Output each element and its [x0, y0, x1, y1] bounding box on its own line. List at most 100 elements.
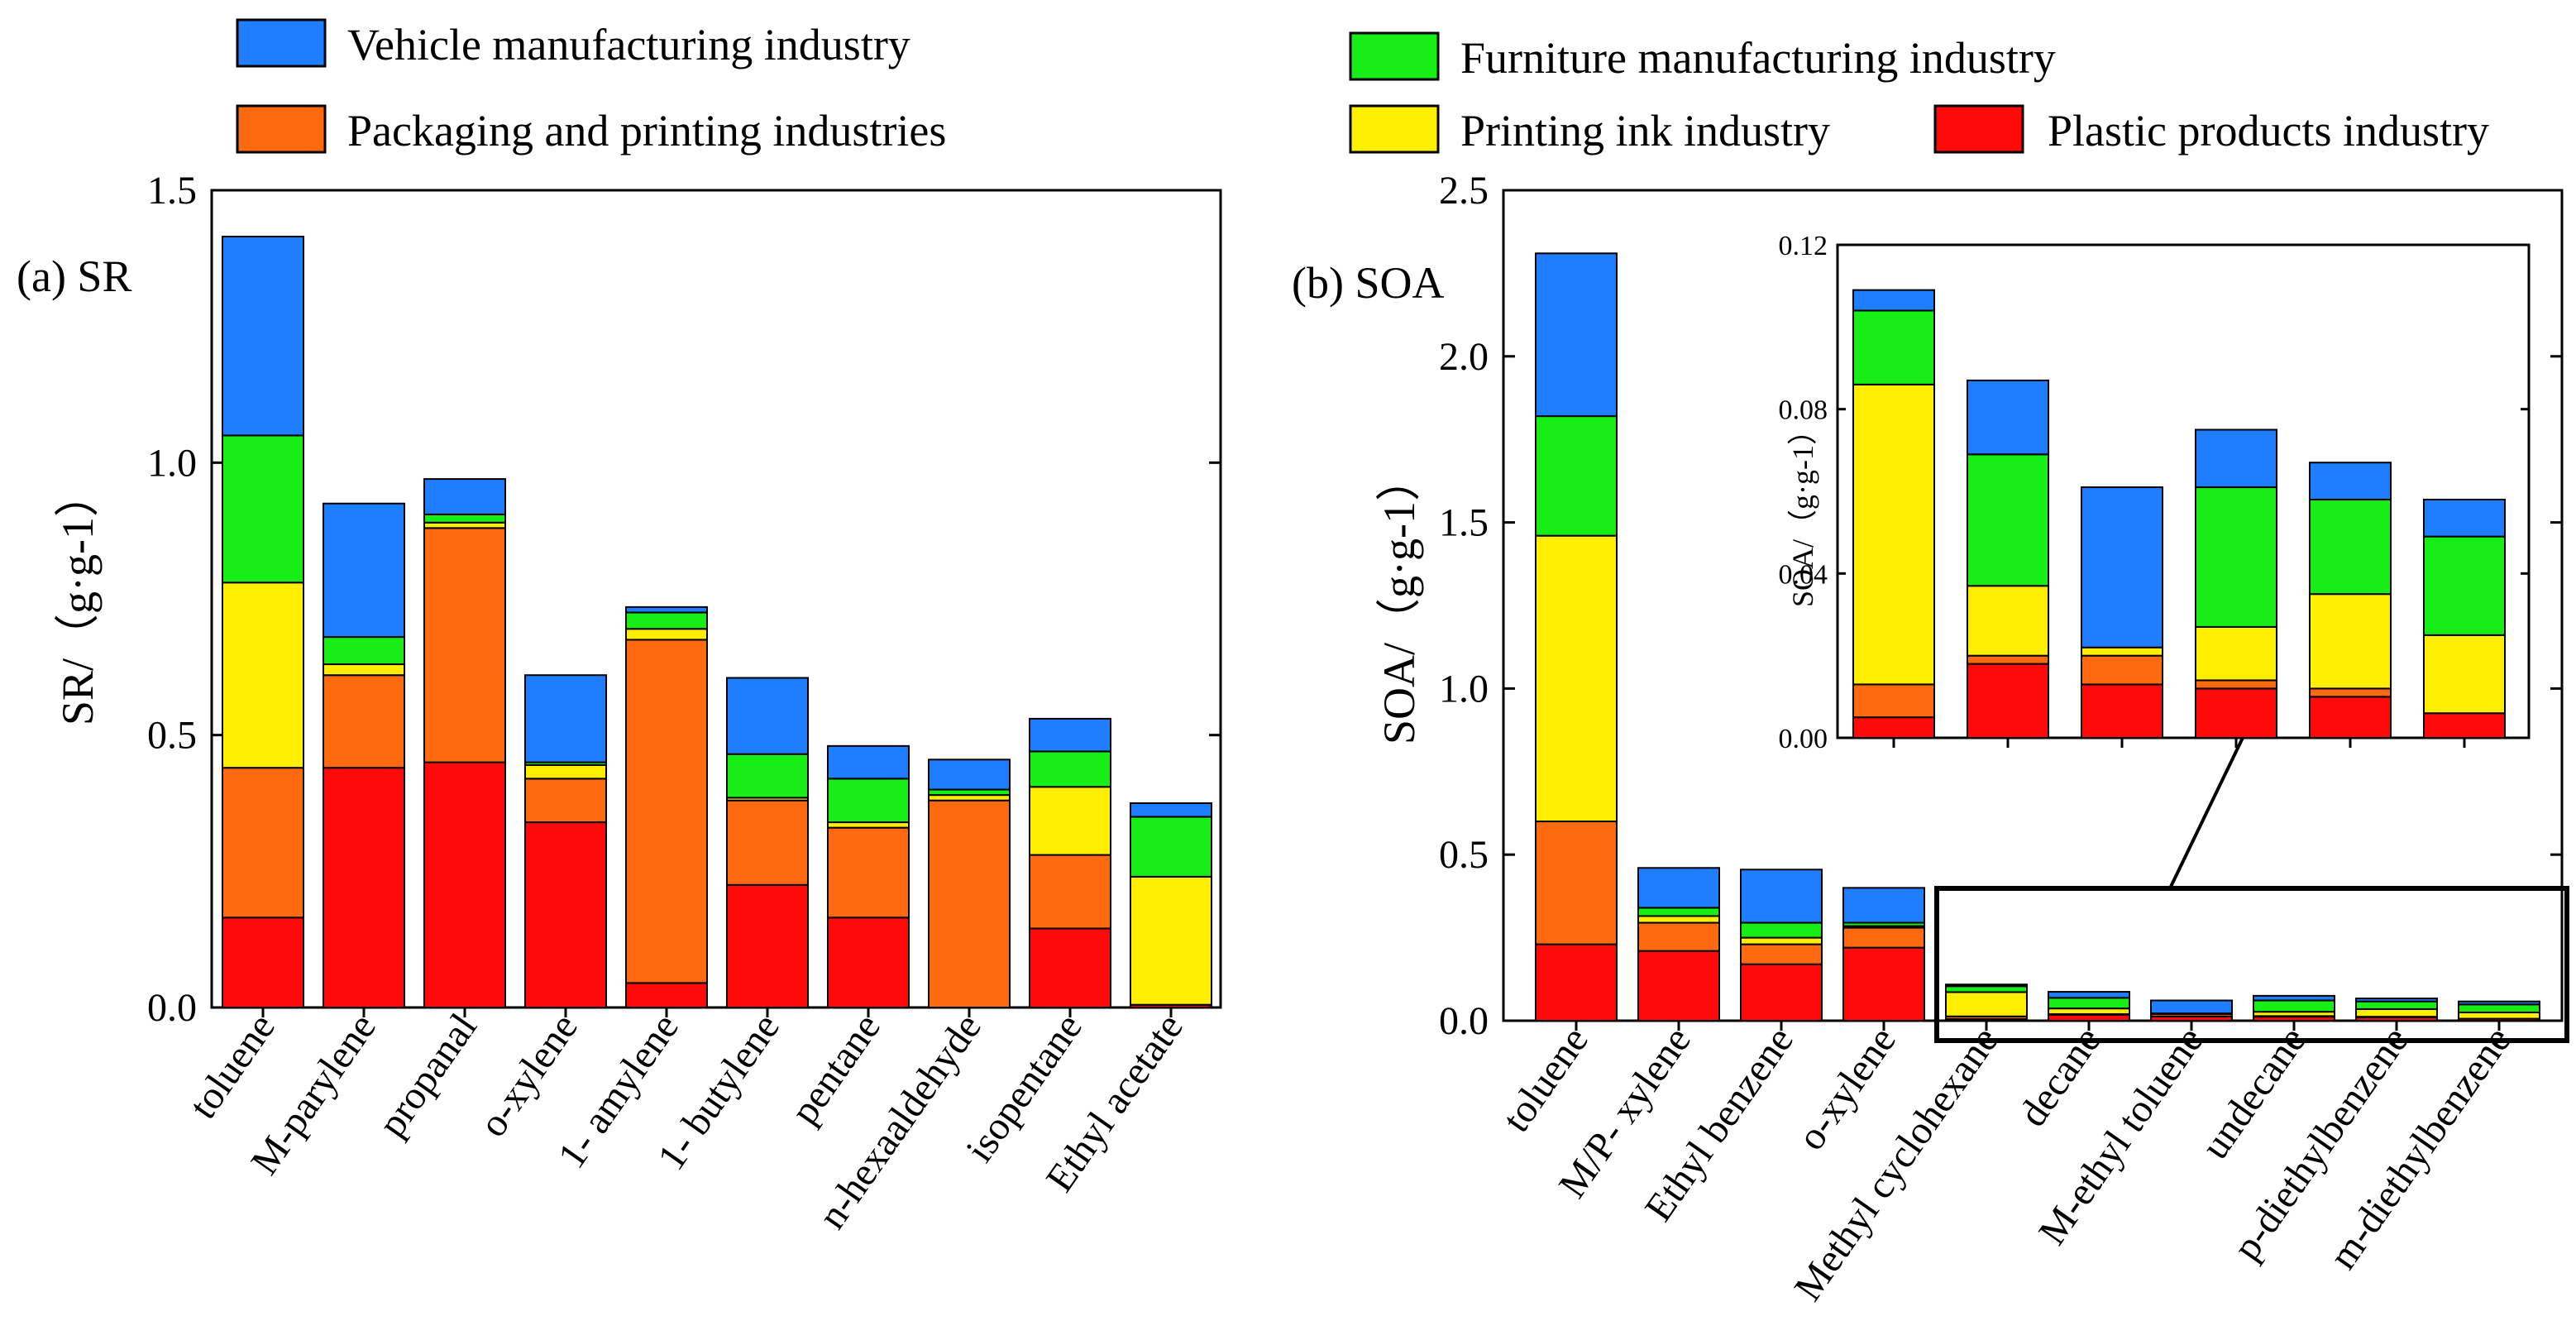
- soa-plot-frame: [1502, 189, 2564, 1022]
- sr-panel-title: (a) SR: [17, 251, 131, 301]
- sr-bar-ink: [1130, 875, 1212, 1006]
- sr-bar-plastic: [827, 916, 910, 1008]
- inset-bar-furniture: [2423, 535, 2506, 636]
- soa-bar-ink: [1945, 991, 2028, 1017]
- inset-bar-ink: [1852, 383, 1935, 686]
- soa-bar-plastic: [1740, 963, 1823, 1022]
- sr-bar-plastic: [726, 883, 809, 1009]
- inset-bar-ink: [2309, 593, 2392, 690]
- sr-bar-furniture: [1130, 816, 1212, 878]
- soa-y-tick-label: 2.5: [1439, 169, 1489, 213]
- legend-item-furniture: Furniture manufacturing industry: [1349, 31, 2056, 83]
- soa-bar-vehicle: [2253, 994, 2335, 1002]
- sr-bar-vehicle: [323, 502, 405, 639]
- soa-bar-plastic: [1637, 950, 1720, 1022]
- soa-bar-ink: [2458, 1011, 2540, 1020]
- legend-swatch-packaging: [236, 104, 327, 154]
- inset-bar-vehicle: [2309, 462, 2392, 500]
- inset-axes: 0.00 0.04 0.08 0.12: [1779, 231, 2529, 754]
- inset-bars: [1852, 289, 2506, 739]
- soa-bar-vehicle: [2048, 991, 2130, 999]
- sr-bar-packaging: [423, 527, 506, 763]
- inset-bar-furniture: [1852, 309, 1935, 385]
- inset-background: [1838, 245, 2529, 738]
- inset-bar-vehicle: [1852, 289, 1935, 312]
- legend-swatch-vehicle: [236, 18, 327, 68]
- soa-zoom-box: [1934, 886, 2569, 1043]
- legend-label-vehicle: Vehicle manufacturing industry: [347, 20, 910, 69]
- soa-category-label: toluene: [1494, 1019, 1597, 1140]
- legend-item-plastic: Plastic products industry: [1933, 104, 2489, 156]
- legend-item-ink: Printing ink industry: [1349, 104, 1830, 156]
- sr-bar-plastic: [625, 982, 708, 1008]
- legend-label-ink: Printing ink industry: [1460, 106, 1830, 156]
- soa-bar-ink: [2048, 1007, 2130, 1015]
- inset-bar-ink: [2195, 625, 2277, 682]
- soa-inset: SOA/（g·g-1） 0.00 0.04 0.08 0.12: [1779, 231, 2531, 754]
- soa-bar-packaging: [1535, 821, 1618, 945]
- inset-bar-plastic: [1967, 663, 2049, 739]
- sr-bar-vehicle: [726, 677, 809, 755]
- sr-bar-ink: [524, 763, 607, 780]
- inset-bar-packaging: [2309, 687, 2392, 698]
- soa-y-axis-title: SOA/（g·g-1）: [1374, 457, 1424, 744]
- sr-bar-furniture: [1029, 750, 1111, 788]
- inset-bar-vehicle: [2423, 498, 2506, 538]
- sr-bar-furniture: [625, 611, 708, 630]
- sr-bar-plastic: [524, 821, 607, 1009]
- soa-bar-vehicle: [2458, 1000, 2540, 1006]
- sr-bar-packaging: [928, 799, 1011, 1008]
- soa-category-label: decane: [2010, 1019, 2110, 1135]
- soa-bar-furniture: [2355, 1000, 2438, 1010]
- sr-bar-vehicle: [1130, 802, 1212, 818]
- soa-bar-plastic: [1535, 943, 1618, 1022]
- sr-bar-packaging: [726, 799, 809, 886]
- sr-bar-ink: [323, 663, 405, 677]
- soa-bar-vehicle: [2355, 998, 2438, 1003]
- inset-bar-vehicle: [1967, 379, 2049, 456]
- sr-bar-plastic: [423, 761, 506, 1008]
- sr-y-tick-label: 1.5: [147, 169, 197, 213]
- inset-bar-plastic: [2309, 696, 2392, 739]
- soa-bar-packaging: [1842, 926, 1925, 949]
- panel-soa: (b) SOA SOA/（g·g-1） 0.0 0.5 1.0 1.5 2.0 2.5 to…: [1292, 169, 2569, 1309]
- inset-bar-plastic: [2195, 687, 2277, 739]
- legend-item-vehicle: Vehicle manufacturing industry: [236, 18, 910, 69]
- soa-y-tick-label: 0.0: [1439, 999, 1489, 1043]
- soa-bar-ink: [1535, 534, 1618, 823]
- inset-bar-plastic: [2081, 683, 2163, 739]
- legend-swatch-plastic: [1933, 104, 2024, 154]
- inset-y-tick-label: 0.00: [1779, 724, 1828, 754]
- soa-bar-packaging: [1637, 921, 1720, 952]
- sr-bar-vehicle: [222, 235, 304, 437]
- sr-category-label: propanal: [370, 1006, 485, 1145]
- sr-category-label: pentane: [782, 1006, 889, 1132]
- soa-y-tick-label: 2.0: [1439, 335, 1489, 379]
- sr-bar-packaging: [524, 778, 607, 824]
- sr-bar-furniture: [323, 636, 405, 666]
- sr-bar-plastic: [222, 916, 304, 1008]
- soa-bar-vehicle: [1637, 867, 1720, 909]
- soa-bar-ink: [2355, 1007, 2438, 1018]
- sr-bar-ink: [222, 581, 304, 769]
- soa-bar-vehicle: [1740, 869, 1823, 924]
- soa-bar-furniture: [2253, 999, 2335, 1013]
- inset-bar-furniture: [1967, 453, 2049, 587]
- soa-bar-ink: [1637, 915, 1720, 924]
- soa-bars: [1535, 252, 2540, 1022]
- soa-bar-furniture: [1637, 907, 1720, 917]
- inset-plot-frame: [1836, 243, 2531, 739]
- inset-bar-packaging: [1852, 683, 1935, 719]
- inset-bar-furniture: [2195, 486, 2277, 628]
- sr-bar-vehicle: [1029, 717, 1111, 753]
- sr-bar-furniture: [222, 434, 304, 584]
- soa-category-label: o-xylene: [1789, 1019, 1905, 1158]
- soa-bar-vehicle: [1945, 983, 2028, 988]
- soa-bar-furniture: [1535, 415, 1618, 537]
- sr-bar-furniture: [423, 513, 506, 524]
- sr-bar-packaging: [323, 674, 405, 769]
- soa-panel-title: (b) SOA: [1292, 258, 1445, 308]
- inset-bar-ink: [1967, 585, 2049, 657]
- soa-bar-ink: [1740, 936, 1823, 945]
- soa-bar-vehicle: [1842, 887, 1925, 924]
